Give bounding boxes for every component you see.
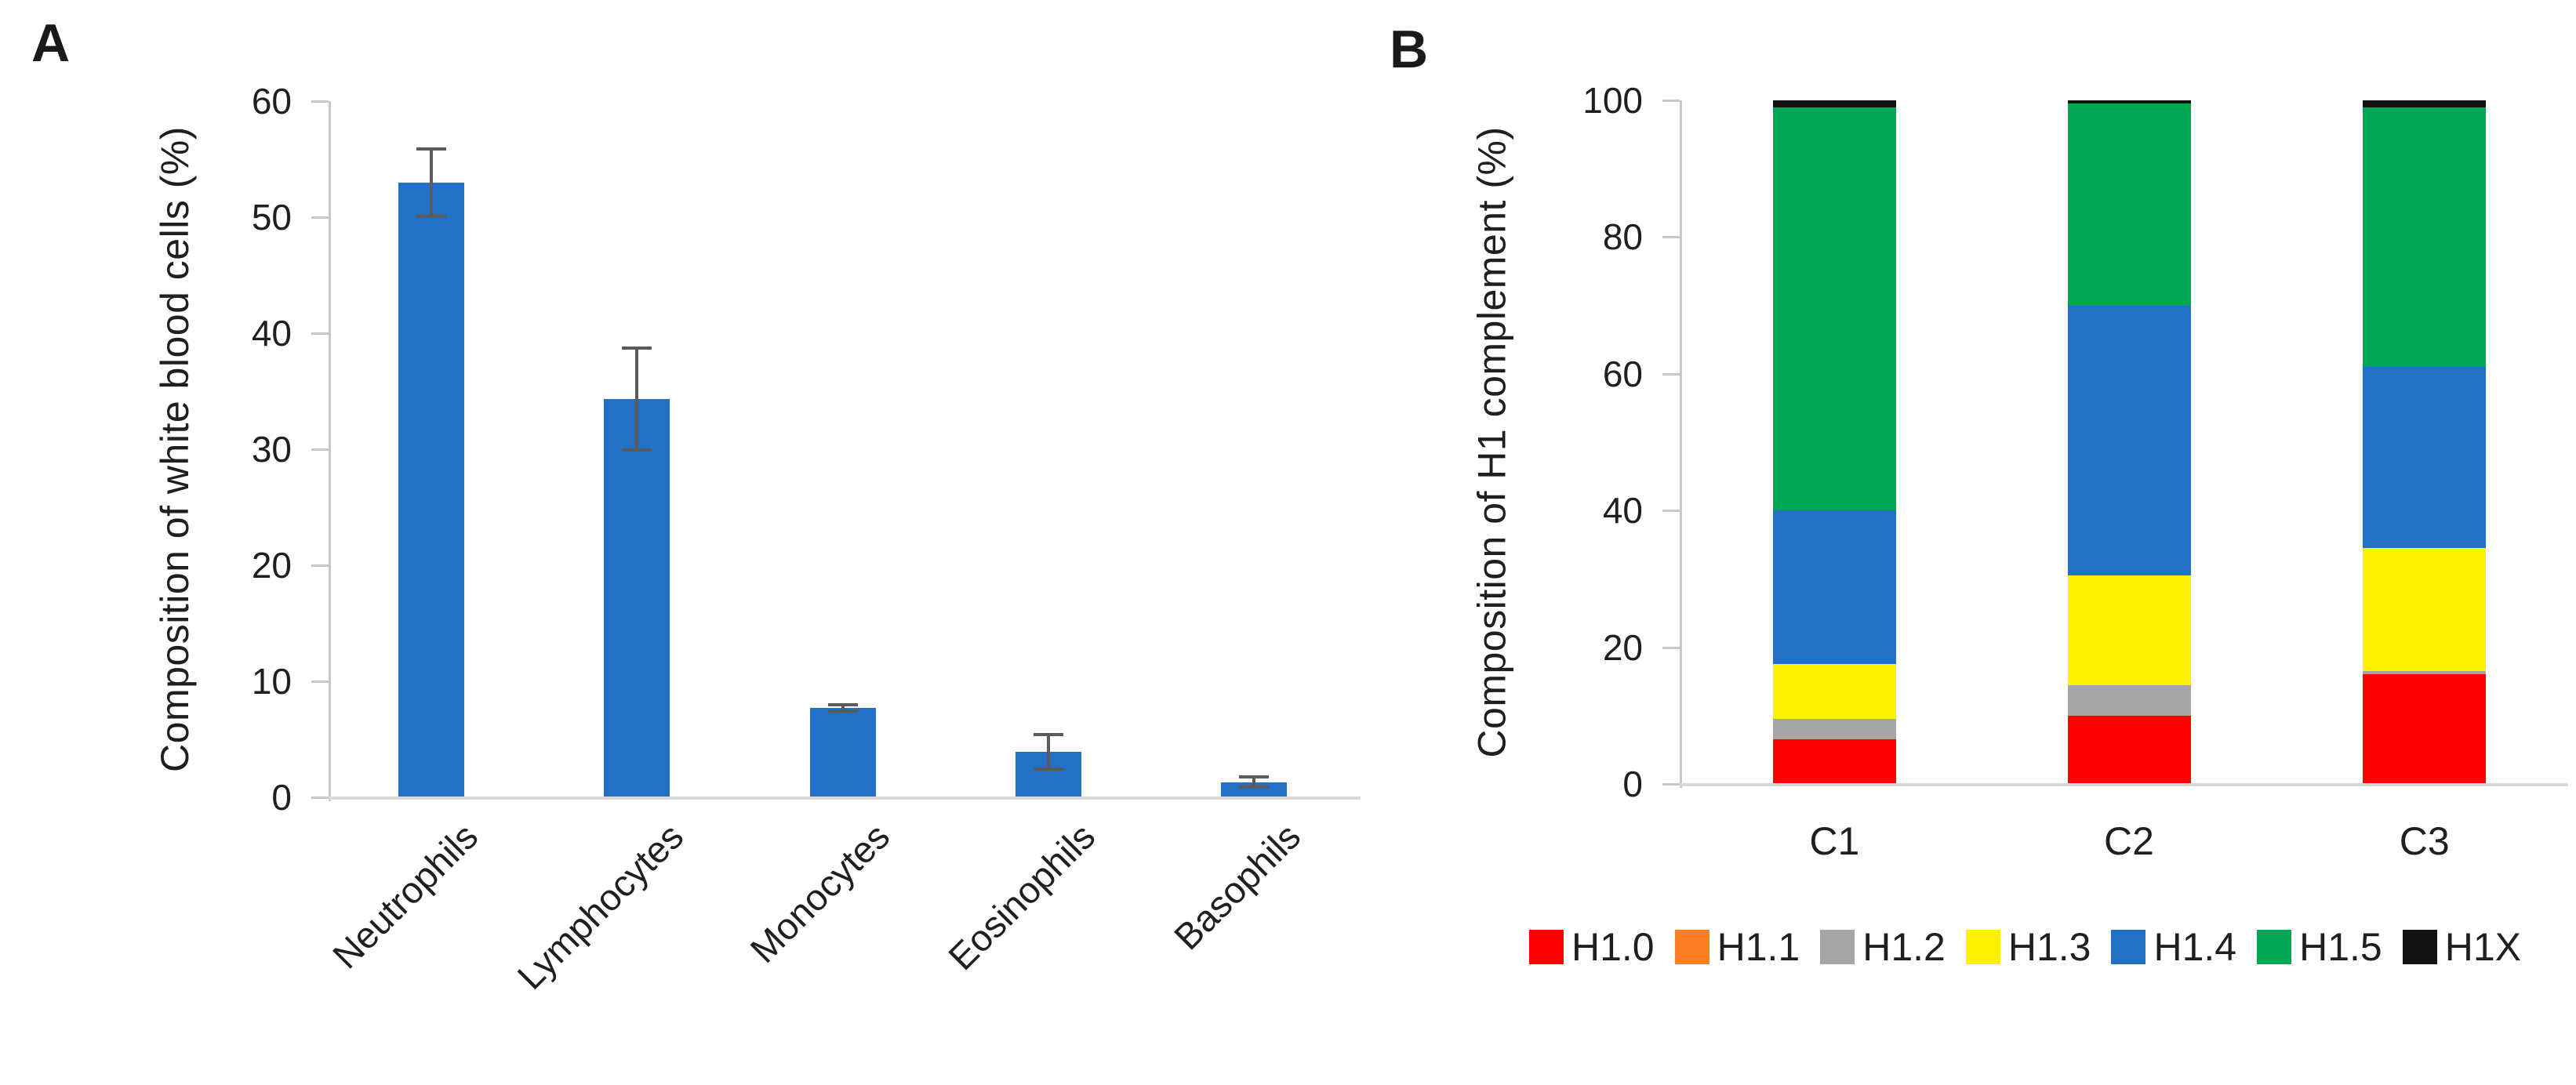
legend-item-h1-4: H1.4 — [2111, 927, 2236, 967]
error-bar-cap-top — [1238, 775, 1269, 779]
error-bar-cap-bottom — [1238, 786, 1269, 789]
y-tick-label: 20 — [251, 545, 292, 586]
y-tick-mark — [1662, 510, 1680, 513]
bar-lymphocytes — [604, 399, 670, 797]
x-category-label: C3 — [2399, 819, 2450, 863]
segment-h1-0-c3 — [2363, 674, 2487, 784]
error-bar-line — [841, 705, 845, 711]
y-tick-mark — [1662, 100, 1680, 102]
panel-b-y-axis-title: Composition of H1 complement (%) — [1470, 126, 1514, 758]
legend-swatch-h1-2 — [1820, 930, 1855, 964]
x-category-label: C1 — [1809, 819, 1860, 863]
segment-h1-5-c1 — [1772, 107, 1896, 511]
y-tick-label: 60 — [251, 81, 292, 122]
error-bar-line — [635, 348, 639, 451]
legend-swatch-h1-1 — [1674, 930, 1709, 964]
y-tick-label: 0 — [1622, 764, 1643, 804]
error-bar-cap-bottom — [827, 709, 858, 713]
segment-h1-4-c3 — [2363, 367, 2487, 549]
error-bar-cap-top — [416, 147, 447, 151]
legend-label-h1-0: H1.0 — [1571, 925, 1655, 969]
y-tick-label: 40 — [1602, 490, 1643, 532]
error-bar-line — [1252, 777, 1255, 788]
y-tick-mark — [1662, 236, 1680, 239]
error-bar-cap-top — [1033, 733, 1063, 737]
legend-swatch-h1x — [2402, 930, 2437, 964]
y-tick-mark — [311, 332, 329, 335]
y-tick-mark — [1662, 372, 1680, 376]
y-tick-label: 60 — [1602, 353, 1643, 394]
segment-h1-0-c1 — [1772, 739, 1896, 784]
y-tick-label: 20 — [1602, 626, 1643, 668]
y-tick-label: 0 — [271, 777, 292, 818]
segment-h1-4-c2 — [2067, 305, 2191, 576]
y-tick-mark — [311, 680, 329, 683]
segment-h1-5-c3 — [2363, 107, 2487, 368]
legend-label-h1-3: H1.3 — [2007, 925, 2091, 969]
segment-h1-0-c2 — [2067, 715, 2191, 784]
segment-h1-3-c1 — [1772, 664, 1896, 720]
legend-label-h1-4: H1.4 — [2153, 925, 2237, 969]
panel-b-label: B — [1390, 20, 1429, 79]
legend-item-h1-0: H1.0 — [1528, 925, 1655, 969]
y-tick-mark — [1662, 646, 1680, 649]
bar-monocytes — [809, 708, 876, 797]
y-axis-line — [329, 101, 331, 801]
segment-h1-3-c2 — [2067, 575, 2191, 685]
error-bar-cap-bottom — [1033, 767, 1063, 771]
segment-h1-2-c3 — [2363, 671, 2487, 675]
error-bar-cap-bottom — [622, 448, 652, 452]
y-tick-mark — [311, 216, 329, 219]
segment-h1x-c1 — [1772, 100, 1896, 107]
bar-neutrophils — [398, 182, 465, 797]
x-axis-line — [1680, 783, 2568, 786]
legend-swatch-h1-5 — [2257, 930, 2292, 964]
error-bar-cap-bottom — [416, 214, 447, 218]
segment-h1-3-c3 — [2363, 548, 2487, 672]
error-bar-cap-top — [827, 703, 858, 707]
legend-item-h1-1: H1.1 — [1674, 925, 1800, 969]
panel-b-legend: H1.0 H1.1 H1.2 H1.3 H1.4 H1.5 H1X — [1474, 924, 2576, 971]
error-bar-cap-top — [622, 347, 652, 350]
y-tick-mark — [311, 797, 329, 799]
legend-label-h1-1: H1.1 — [1717, 925, 1800, 969]
panel-b-y-axis-title-wrap: Composition of H1 complement (%) — [1441, 100, 1543, 784]
y-tick-mark — [311, 448, 329, 451]
segment-h1-5-c2 — [2067, 103, 2191, 306]
error-bar-line — [1046, 735, 1050, 770]
y-tick-label: 40 — [251, 313, 292, 354]
legend-swatch-h1-3 — [1965, 930, 2000, 964]
panel-a-label: A — [31, 13, 71, 73]
y-tick-label: 30 — [251, 429, 292, 470]
legend-item-h1-5: H1.5 — [2257, 927, 2382, 967]
segment-h1-2-c2 — [2067, 684, 2191, 716]
x-category-label: C2 — [2104, 819, 2154, 863]
legend-item-h1x: H1X — [2402, 925, 2521, 969]
bar-basophils — [1220, 782, 1287, 797]
segment-h1x-c2 — [2067, 100, 2191, 104]
error-bar-line — [430, 148, 434, 216]
y-tick-label: 80 — [1602, 216, 1643, 258]
segment-h1-4-c1 — [1772, 510, 1896, 665]
y-tick-label: 50 — [251, 197, 292, 238]
segment-h1-2-c1 — [1772, 719, 1896, 740]
y-tick-label: 100 — [1582, 80, 1643, 121]
legend-label-h1-5: H1.5 — [2299, 925, 2382, 969]
legend-label-h1x: H1X — [2444, 925, 2521, 969]
legend-label-h1-2: H1.2 — [1862, 925, 1946, 969]
legend-item-h1-3: H1.3 — [1965, 925, 2091, 969]
legend-item-h1-2: H1.2 — [1820, 927, 1946, 967]
legend-swatch-h1-0 — [1528, 930, 1564, 964]
y-axis-line — [1680, 100, 1682, 788]
y-tick-label: 10 — [251, 661, 292, 702]
y-tick-mark — [311, 564, 329, 567]
y-tick-mark — [1662, 783, 1680, 786]
x-axis-line — [329, 797, 1361, 800]
legend-swatch-h1-4 — [2111, 930, 2146, 964]
y-tick-mark — [311, 100, 329, 103]
segment-h1x-c3 — [2363, 100, 2487, 107]
